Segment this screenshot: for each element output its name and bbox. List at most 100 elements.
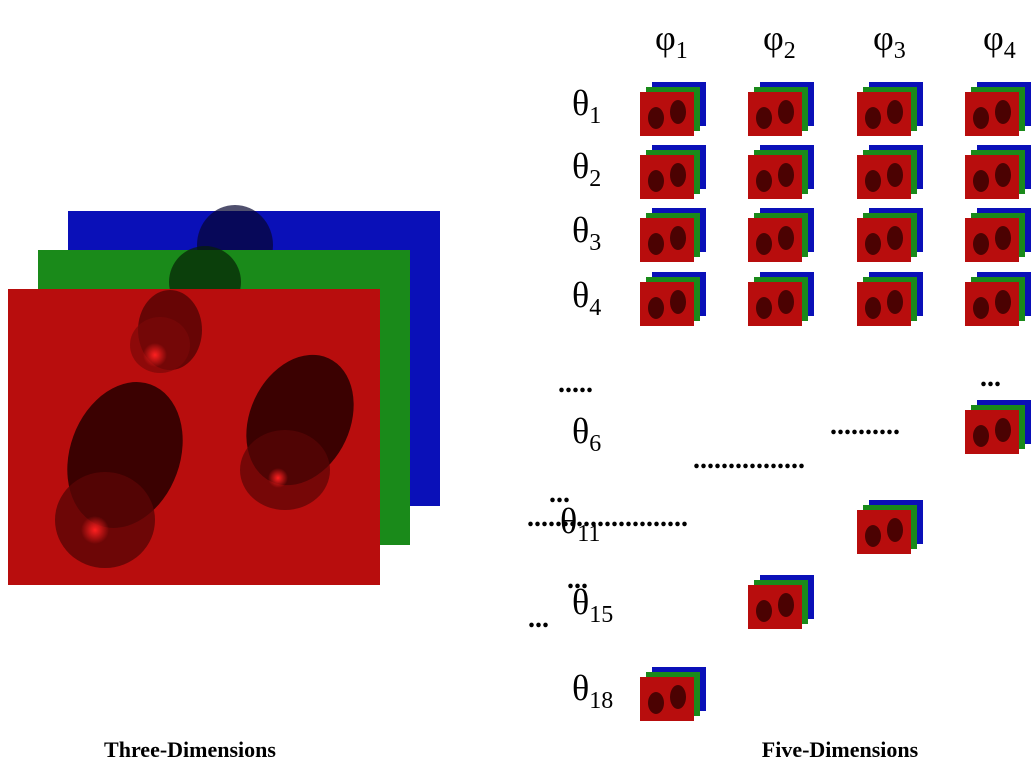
thumbnail [965, 208, 1031, 262]
ellipsis: ... [567, 564, 588, 595]
blob [973, 170, 989, 192]
symbol: φ [983, 18, 1004, 58]
index: 2 [784, 38, 796, 64]
symbol: φ [873, 18, 894, 58]
blob [973, 425, 989, 447]
blob [973, 297, 989, 319]
symbol: φ [763, 18, 784, 58]
thumbnail [640, 208, 706, 262]
blob [973, 107, 989, 129]
red-layer [640, 92, 694, 136]
axis-label: θ3 [572, 210, 601, 256]
index: 4 [1004, 38, 1016, 64]
blob [995, 418, 1011, 442]
red-layer [748, 218, 802, 262]
index: 1 [676, 38, 688, 64]
blob [778, 226, 794, 250]
red-layer [857, 155, 911, 199]
symbol: θ [572, 275, 589, 315]
blob [778, 290, 794, 314]
red-layer [640, 155, 694, 199]
blob [670, 290, 686, 314]
ellipsis: ..... [558, 368, 593, 399]
blob [995, 163, 1011, 187]
axis-label: θ4 [572, 275, 601, 321]
ellipsis: .......... [830, 410, 900, 441]
blob [995, 290, 1011, 314]
ellipsis: ....................... [527, 502, 688, 533]
thumbnail [640, 272, 706, 326]
red-layer [640, 282, 694, 326]
thumbnail [640, 145, 706, 199]
blob [995, 226, 1011, 250]
blob [670, 163, 686, 187]
axis-label: θ18 [572, 668, 613, 714]
blob [865, 233, 881, 255]
thumbnail [965, 272, 1031, 326]
index: 18 [589, 688, 613, 714]
thumbnail [965, 82, 1031, 136]
index: 4 [589, 295, 601, 321]
blob [865, 297, 881, 319]
blob [887, 226, 903, 250]
red-layer [965, 410, 1019, 454]
blob [865, 525, 881, 547]
index: 3 [589, 230, 601, 256]
red-layer [965, 218, 1019, 262]
thumbnail [748, 272, 814, 326]
symbol: θ [572, 668, 589, 708]
thumbnail [965, 400, 1031, 454]
blob [778, 163, 794, 187]
axis-label: θ6 [572, 411, 601, 457]
blob [887, 290, 903, 314]
thumbnails [640, 82, 1031, 721]
blob [973, 233, 989, 255]
thumbnail [857, 500, 923, 554]
red-layer [748, 92, 802, 136]
blob [670, 685, 686, 709]
red-layer [748, 155, 802, 199]
blob [887, 100, 903, 124]
red-layer [965, 155, 1019, 199]
blob [756, 170, 772, 192]
thumbnail [748, 208, 814, 262]
thumbnail [857, 208, 923, 262]
symbol: φ [655, 18, 676, 58]
red-layer [640, 218, 694, 262]
caption: Three-Dimensions [104, 737, 276, 762]
red-layer [748, 585, 802, 629]
red-layer [857, 218, 911, 262]
blob [778, 100, 794, 124]
caption: Five-Dimensions [762, 737, 919, 762]
blob [670, 100, 686, 124]
axis-label: θ2 [572, 146, 601, 192]
three-dim-stack [8, 205, 440, 585]
symbol: θ [572, 210, 589, 250]
blob [756, 107, 772, 129]
axis-label: φ4 [983, 18, 1016, 64]
red-layer [857, 510, 911, 554]
blob [648, 692, 664, 714]
blob [648, 297, 664, 319]
red-layer [748, 282, 802, 326]
red-layer [965, 92, 1019, 136]
blob [756, 600, 772, 622]
index: 3 [894, 38, 906, 64]
thumbnail [748, 145, 814, 199]
index: 2 [589, 166, 601, 192]
ellipsis: ... [528, 603, 549, 634]
diagram: φ1φ2φ3φ4θ1θ2θ3θ4θ6θ11θ15θ18.............… [0, 0, 1031, 772]
index: 6 [589, 431, 601, 457]
blob [648, 170, 664, 192]
red-layer [857, 282, 911, 326]
blob [865, 170, 881, 192]
thumbnail [640, 667, 706, 721]
red-layer [640, 677, 694, 721]
blob [670, 226, 686, 250]
axis-label: φ1 [655, 18, 688, 64]
thumbnail [748, 575, 814, 629]
blob [756, 297, 772, 319]
thumbnail [857, 82, 923, 136]
red-layer [965, 282, 1019, 326]
blob [887, 518, 903, 542]
